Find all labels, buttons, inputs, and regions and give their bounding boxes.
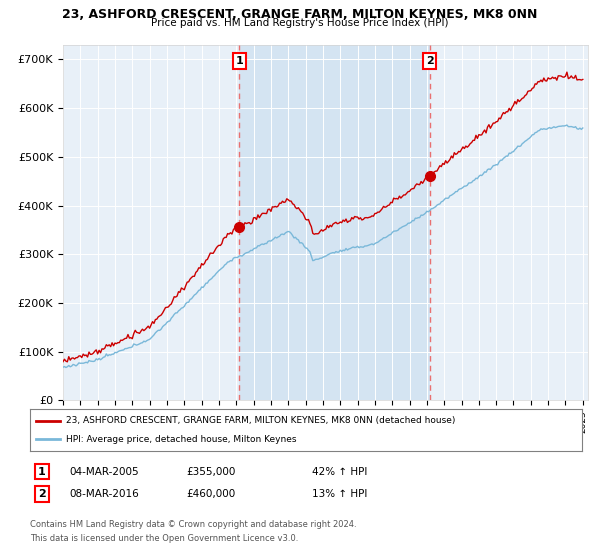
Text: 42% ↑ HPI: 42% ↑ HPI (312, 466, 367, 477)
Text: 23, ASHFORD CRESCENT, GRANGE FARM, MILTON KEYNES, MK8 0NN (detached house): 23, ASHFORD CRESCENT, GRANGE FARM, MILTO… (66, 416, 455, 425)
Text: 1: 1 (235, 56, 243, 66)
Text: 13% ↑ HPI: 13% ↑ HPI (312, 489, 367, 499)
Text: 23, ASHFORD CRESCENT, GRANGE FARM, MILTON KEYNES, MK8 0NN: 23, ASHFORD CRESCENT, GRANGE FARM, MILTO… (62, 8, 538, 21)
Text: Price paid vs. HM Land Registry's House Price Index (HPI): Price paid vs. HM Land Registry's House … (151, 18, 449, 28)
Text: HPI: Average price, detached house, Milton Keynes: HPI: Average price, detached house, Milt… (66, 435, 296, 444)
Text: £460,000: £460,000 (186, 489, 235, 499)
Text: 08-MAR-2016: 08-MAR-2016 (69, 489, 139, 499)
Text: This data is licensed under the Open Government Licence v3.0.: This data is licensed under the Open Gov… (30, 534, 298, 543)
Text: 1: 1 (38, 466, 46, 477)
Text: Contains HM Land Registry data © Crown copyright and database right 2024.: Contains HM Land Registry data © Crown c… (30, 520, 356, 529)
Text: 2: 2 (426, 56, 434, 66)
Text: 2: 2 (38, 489, 46, 499)
Bar (239, 45, 430, 400)
Text: 04-MAR-2005: 04-MAR-2005 (69, 466, 139, 477)
Text: £355,000: £355,000 (186, 466, 235, 477)
